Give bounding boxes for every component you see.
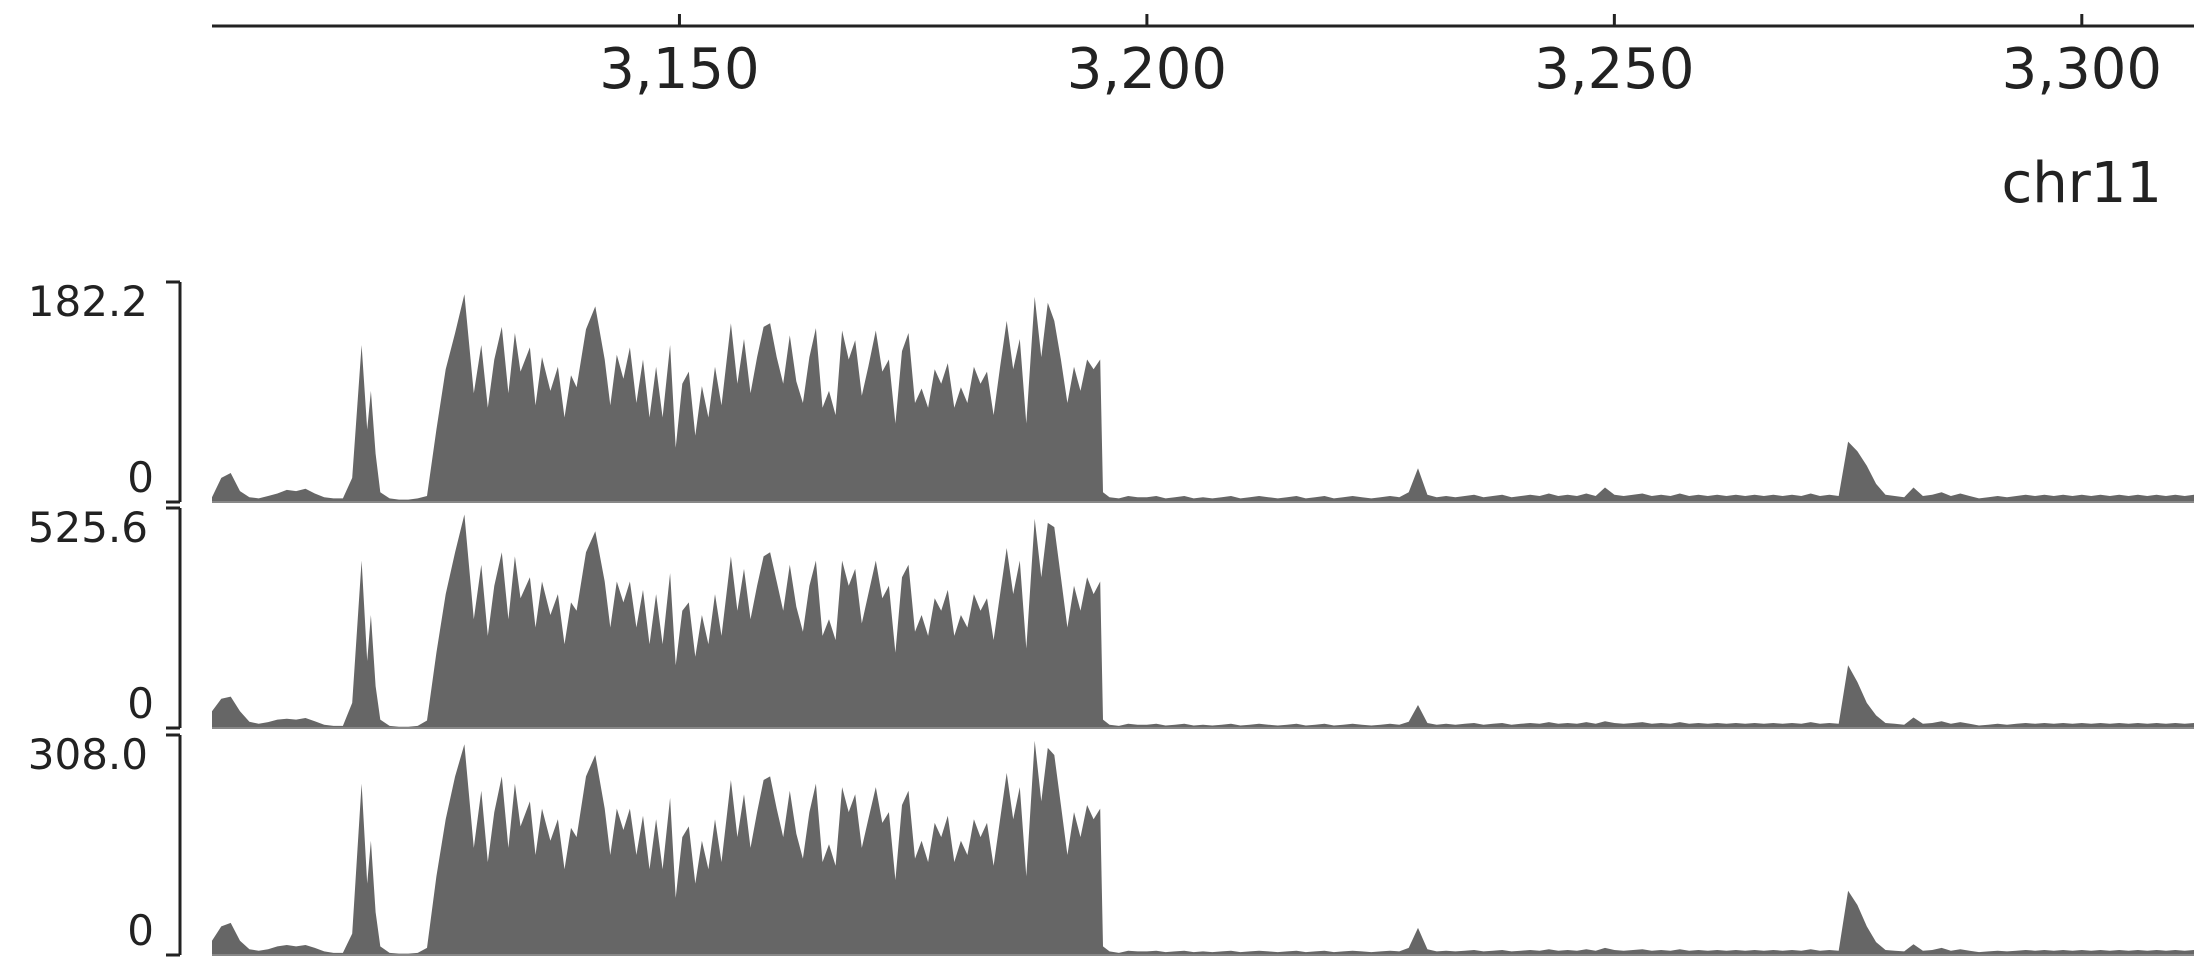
- coverage-track: 525.60: [28, 503, 2194, 730]
- y-axis-max-label: 525.6: [28, 503, 148, 552]
- genomic-ruler: 3,150 3,200 3,250 3,300: [212, 14, 2194, 102]
- y-axis-min-label: 0: [127, 679, 154, 728]
- ruler-tick-label: 3,300: [2002, 37, 2162, 102]
- y-axis-min-label: 0: [127, 453, 154, 502]
- coverage-area: [212, 514, 2194, 728]
- y-axis-min-label: 0: [127, 906, 154, 955]
- coverage-area: [212, 294, 2194, 502]
- coverage-track: 182.20: [28, 277, 2194, 504]
- chromosome-label: chr11: [2001, 151, 2162, 216]
- ruler-tick-label: 3,200: [1067, 37, 1227, 102]
- ruler-tick-label: 3,250: [1534, 37, 1694, 102]
- coverage-area: [212, 740, 2194, 955]
- ruler-tick-label: 3,150: [599, 37, 759, 102]
- y-axis-max-label: 308.0: [28, 730, 148, 779]
- y-axis-max-label: 182.2: [28, 277, 148, 326]
- coverage-track: 308.00: [28, 730, 2194, 957]
